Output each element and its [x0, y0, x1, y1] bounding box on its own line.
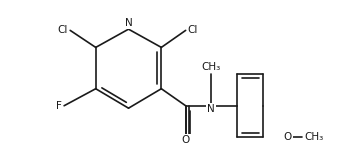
Text: CH₃: CH₃: [304, 132, 324, 142]
Text: Cl: Cl: [58, 25, 68, 35]
Text: Cl: Cl: [187, 25, 198, 35]
Text: CH₃: CH₃: [202, 62, 221, 72]
Text: N: N: [124, 18, 132, 28]
Text: O: O: [284, 132, 292, 142]
Text: N: N: [207, 104, 215, 114]
Text: F: F: [56, 101, 62, 111]
Text: O: O: [182, 135, 190, 145]
